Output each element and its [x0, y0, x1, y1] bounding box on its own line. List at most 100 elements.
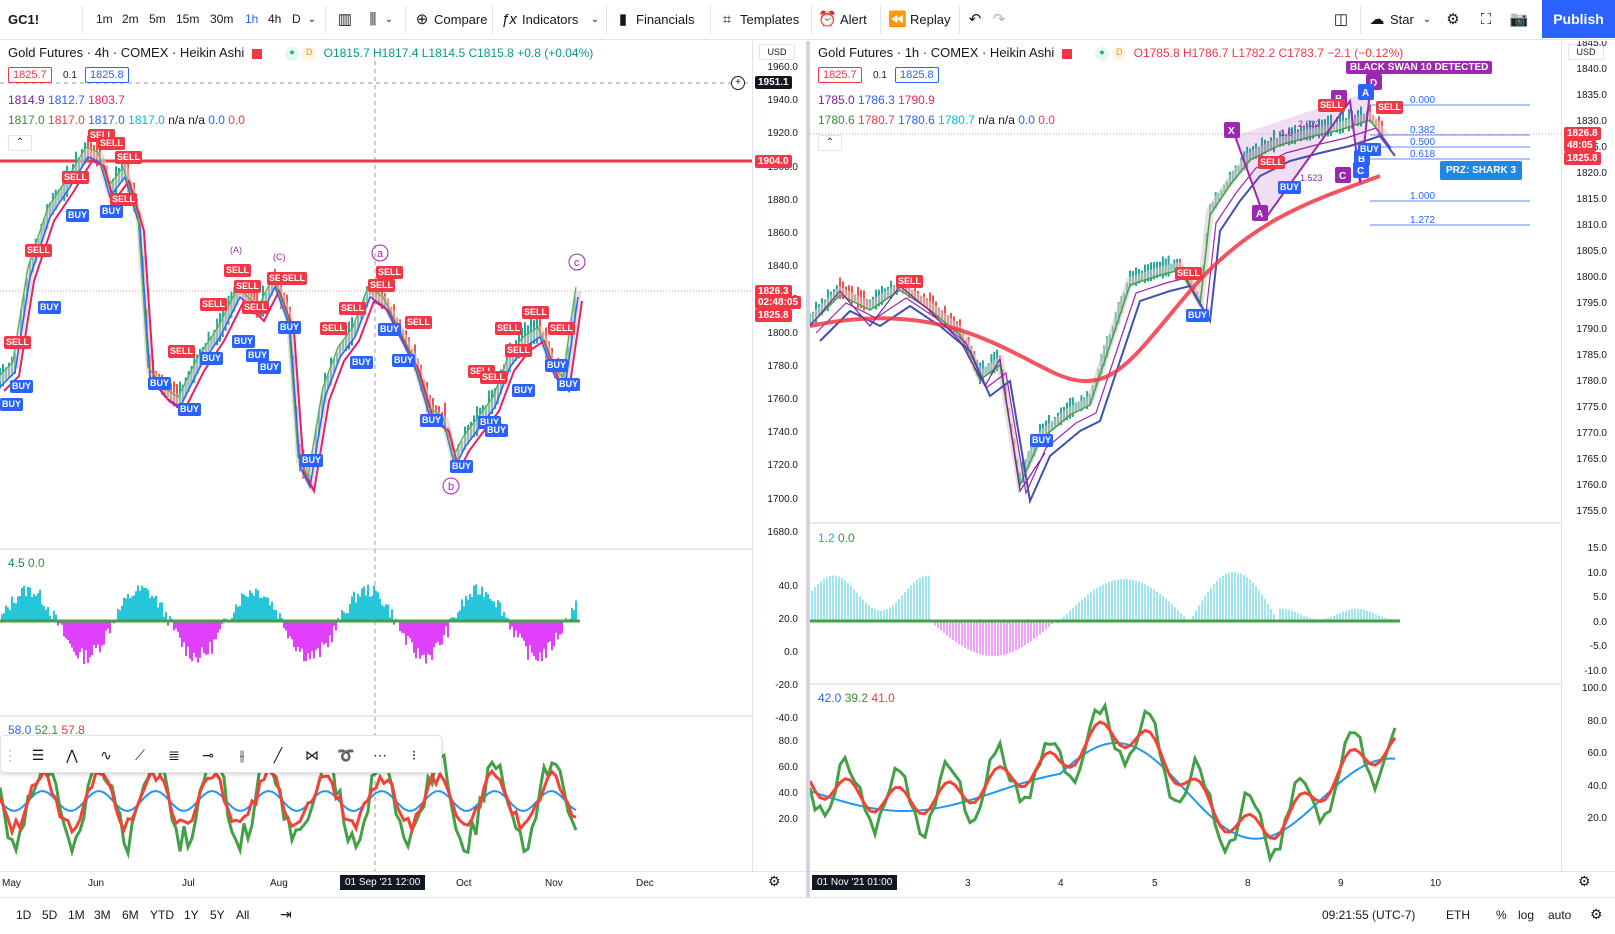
fib-channel-icon[interactable]: ⋯: [373, 747, 387, 763]
buy-signal-label: BUY: [100, 205, 124, 218]
bid-price[interactable]: 1825.7: [818, 67, 862, 83]
timeframe-30m[interactable]: 30m: [210, 12, 234, 26]
gear-icon[interactable]: ⚙: [1590, 906, 1603, 922]
templates-icon[interactable]: ⌗: [722, 11, 732, 28]
chevron-down-icon[interactable]: ⌄: [1422, 14, 1432, 25]
layout-icon[interactable]: ◫: [1333, 11, 1349, 28]
candles-icon[interactable]: ⫼: [369, 11, 377, 28]
chevron-down-icon[interactable]: ⌄: [384, 14, 394, 25]
range-3m[interactable]: 3M: [94, 908, 111, 922]
collapse-legend-icon[interactable]: ⌃: [818, 135, 842, 151]
alert-button[interactable]: Alert: [840, 12, 867, 27]
chevron-down-icon[interactable]: ⌄: [590, 14, 600, 25]
fullscreen-icon[interactable]: ⛶: [1480, 11, 1492, 28]
horizontal-ray-icon[interactable]: ⊸: [202, 747, 214, 763]
wave-circle: [371, 244, 389, 262]
osc-tick-label: 80.0: [778, 736, 798, 747]
left-time-axis[interactable]: May Jun Jul Aug Oct Nov Dec 01 Sep '21 12:00 ⚙: [0, 871, 806, 897]
percent-button[interactable]: %: [1496, 908, 1507, 922]
range-ytd[interactable]: YTD: [150, 908, 174, 922]
timeframe-4h[interactable]: 4h: [268, 12, 282, 26]
symbol-search[interactable]: GC1!: [8, 12, 40, 27]
timeframe-1h[interactable]: 1h: [245, 12, 259, 26]
timeframe-d[interactable]: D: [292, 12, 301, 26]
fib-extension-icon[interactable]: ⁝: [411, 747, 417, 763]
flag-icon[interactable]: [251, 48, 262, 59]
goto-date-icon[interactable]: ⇥: [280, 906, 292, 922]
collapse-legend-icon[interactable]: ⌃: [8, 135, 32, 151]
cloud-icon[interactable]: ☁: [1369, 11, 1385, 28]
drag-handle-icon[interactable]: ⋮: [3, 747, 17, 763]
ask-price[interactable]: 1825.8: [85, 67, 129, 83]
gann-fan-icon[interactable]: ⫲: [239, 747, 245, 763]
replay-icon[interactable]: ⏪: [888, 11, 907, 28]
range-6m[interactable]: 6M: [122, 908, 139, 922]
right-price-axis[interactable]: USD 1845.01840.01835.01830.01825.01820.0…: [1561, 41, 1615, 871]
range-1m[interactable]: 1M: [68, 908, 85, 922]
currency-selector[interactable]: USD: [759, 44, 795, 60]
timeframe-5m[interactable]: 5m: [149, 12, 166, 26]
indicators-fx-icon[interactable]: ƒx: [501, 11, 517, 28]
timeframe-2m[interactable]: 2m: [122, 12, 139, 26]
ask-price[interactable]: 1825.8: [895, 67, 939, 83]
add-alert-plus-icon[interactable]: +: [731, 76, 745, 90]
fib-retracement-icon[interactable]: ≣: [168, 747, 180, 763]
range-all[interactable]: All: [236, 908, 250, 922]
templates-button[interactable]: Templates: [740, 12, 800, 27]
range-1d[interactable]: 1D: [16, 908, 32, 922]
timeframe-15m[interactable]: 15m: [176, 12, 200, 26]
log-button[interactable]: log: [1518, 908, 1535, 922]
chevron-down-icon[interactable]: ⌄: [307, 14, 317, 25]
timeframe-1m[interactable]: 1m: [96, 12, 113, 26]
spiral-icon[interactable]: ➰: [337, 747, 355, 763]
horizontal-lines-icon[interactable]: ☰: [31, 747, 45, 763]
osc-line-green: [810, 701, 1397, 864]
price-tick-label: 1780.0: [767, 360, 798, 372]
gear-icon[interactable]: ⚙: [1446, 11, 1460, 28]
flag-icon[interactable]: [1061, 48, 1072, 59]
replay-button[interactable]: Replay: [910, 12, 951, 27]
compare-plus-icon[interactable]: ⊕: [415, 11, 429, 28]
range-5d[interactable]: 5D: [42, 908, 58, 922]
compare-button[interactable]: Compare: [434, 12, 488, 27]
xabcd-pattern-icon[interactable]: ⋈: [305, 747, 319, 763]
bar-style-icon[interactable]: ▥: [337, 11, 353, 28]
fib-level-label: 0.000: [1410, 95, 1435, 106]
abcd-pattern-icon[interactable]: ⋀: [66, 747, 78, 763]
elliott-wave-icon[interactable]: ∿: [100, 747, 112, 763]
redo-icon[interactable]: ↷: [992, 11, 1006, 28]
buy-signal-label: BUY: [557, 378, 581, 391]
bid-price[interactable]: 1825.7: [8, 67, 52, 83]
right-chart-title[interactable]: Gold Futures · 1h · COMEX · Heikin Ashi: [818, 45, 1055, 60]
pattern-point-label: D: [1370, 78, 1377, 89]
fib-ratio-label: 1.523: [1300, 173, 1323, 183]
price-tick-label: 1795.0: [1576, 298, 1607, 309]
undo-icon[interactable]: ↶: [968, 11, 982, 28]
right-time-axis[interactable]: 3 4 5 8 9 10 01 Nov '21 01:00 ⚙: [810, 871, 1615, 897]
prz-label: PRZ: SHARK 3: [1440, 161, 1523, 180]
trend-line-icon[interactable]: ⟋: [135, 747, 145, 763]
gear-icon[interactable]: ⚙: [768, 873, 781, 889]
currency-selector[interactable]: USD: [1568, 44, 1604, 60]
financials-icon[interactable]: ▮: [618, 11, 628, 28]
ray-icon[interactable]: ╱: [273, 747, 283, 763]
indicators-button[interactable]: Indicators: [522, 12, 579, 27]
left-chart-title[interactable]: Gold Futures · 4h · COMEX · Heikin Ashi: [8, 45, 245, 60]
publish-button[interactable]: Publish: [1542, 0, 1615, 38]
gear-icon[interactable]: ⚙: [1578, 873, 1591, 889]
clock[interactable]: 09:21:55 (UTC-7): [1322, 908, 1416, 922]
left-price-axis[interactable]: USD 1960.01940.01920.01900.01880.01860.0…: [731, 41, 806, 871]
range-5y[interactable]: 5Y: [210, 908, 225, 922]
auto-button[interactable]: auto: [1548, 908, 1572, 922]
range-1y[interactable]: 1Y: [184, 908, 199, 922]
session-button[interactable]: ETH: [1446, 908, 1470, 922]
financials-button[interactable]: Financials: [636, 12, 695, 27]
price-tick-label: 1800.0: [1576, 272, 1607, 283]
camera-icon[interactable]: 📷: [1509, 11, 1529, 28]
chart-divider[interactable]: [806, 41, 810, 897]
osc-tick-label: 40.0: [778, 788, 798, 799]
price-tick-label: 1700.0: [767, 493, 798, 505]
layout-name[interactable]: Star: [1390, 12, 1414, 27]
alert-clock-icon[interactable]: ⏰: [818, 11, 837, 28]
